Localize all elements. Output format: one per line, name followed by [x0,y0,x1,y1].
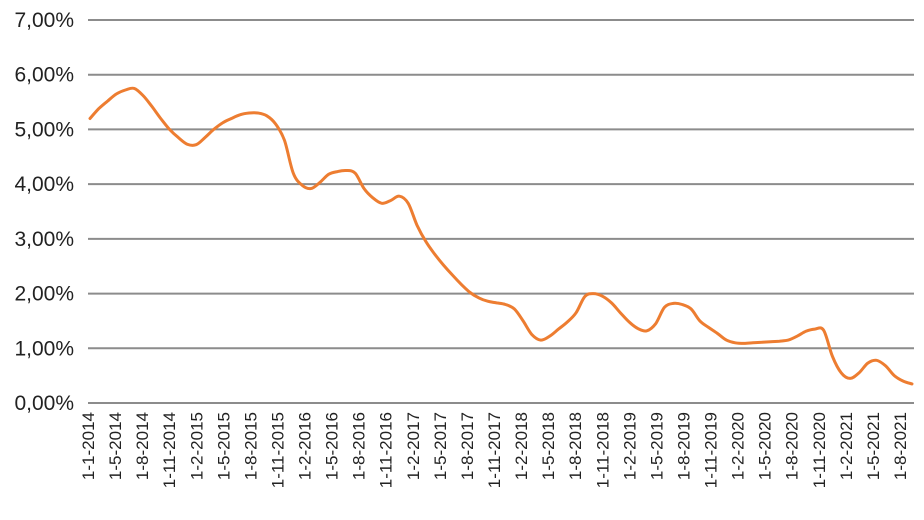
x-tick-label: 1-11-2019 [702,412,721,488]
x-tick-label: 1-11-2017 [485,412,504,488]
x-tick-label: 1-8-2016 [350,412,369,480]
series-layer [88,86,914,386]
x-tick-label: 1-2-2020 [729,412,748,480]
x-tick-label: 1-5-2021 [864,412,883,480]
x-tick-label: 1-8-2021 [891,412,910,480]
x-tick-label: 1-11-2014 [160,412,179,488]
y-tick-label: 5,00% [14,118,74,141]
x-tick-label: 1-11-2016 [377,412,396,488]
x-tick-label: 1-5-2016 [323,412,342,480]
x-tick-label: 1-5-2014 [106,412,125,480]
x-tick-label: 1-5-2018 [539,412,558,480]
y-tick-label: 3,00% [14,228,74,251]
y-tick-label: 2,00% [14,283,74,306]
x-tick-label: 1-2-2017 [404,412,423,480]
x-tick-label: 1-11-2015 [269,412,288,488]
x-tick-label: 1-2-2021 [837,412,856,480]
y-axis-tick-labels: 0,00% 1,00% 2,00% 3,00% 4,00% 5,00% 6,00% 7,00% [14,9,74,415]
x-tick-label: 1-2-2016 [296,412,315,480]
y-tick-label: 6,00% [14,64,74,87]
x-tick-label: 1-8-2018 [566,412,585,480]
gridlines [88,19,914,404]
x-axis-tick-labels: 1-1-2014 1-5-2014 1-8-2014 1-11-2014 1-2-201… [79,412,910,488]
x-tick-label: 1-5-2015 [214,412,233,480]
y-tick-label: 4,00% [14,173,74,196]
x-tick-label: 1-8-2017 [458,412,477,480]
x-tick-label: 1-2-2019 [620,412,639,480]
x-tick-label: 1-8-2020 [783,412,802,480]
x-tick-label: 1-11-2020 [810,412,829,488]
x-tick-label: 1-8-2015 [241,412,260,480]
y-tick-label: 1,00% [14,337,74,360]
x-tick-label: 1-8-2019 [675,412,694,480]
x-tick-label: 1-2-2018 [512,412,531,480]
x-tick-label: 1-11-2018 [593,412,612,488]
x-tick-label: 1-5-2019 [647,412,666,480]
x-tick-label: 1-8-2014 [133,412,152,480]
y-tick-label: 7,00% [14,9,74,32]
x-tick-label: 1-5-2017 [431,412,450,480]
y-tick-label: 0,00% [14,392,74,415]
x-tick-label: 1-1-2014 [79,412,98,480]
series-line [88,86,914,386]
x-tick-label: 1-2-2015 [187,412,206,480]
x-tick-label: 1-5-2020 [756,412,775,480]
